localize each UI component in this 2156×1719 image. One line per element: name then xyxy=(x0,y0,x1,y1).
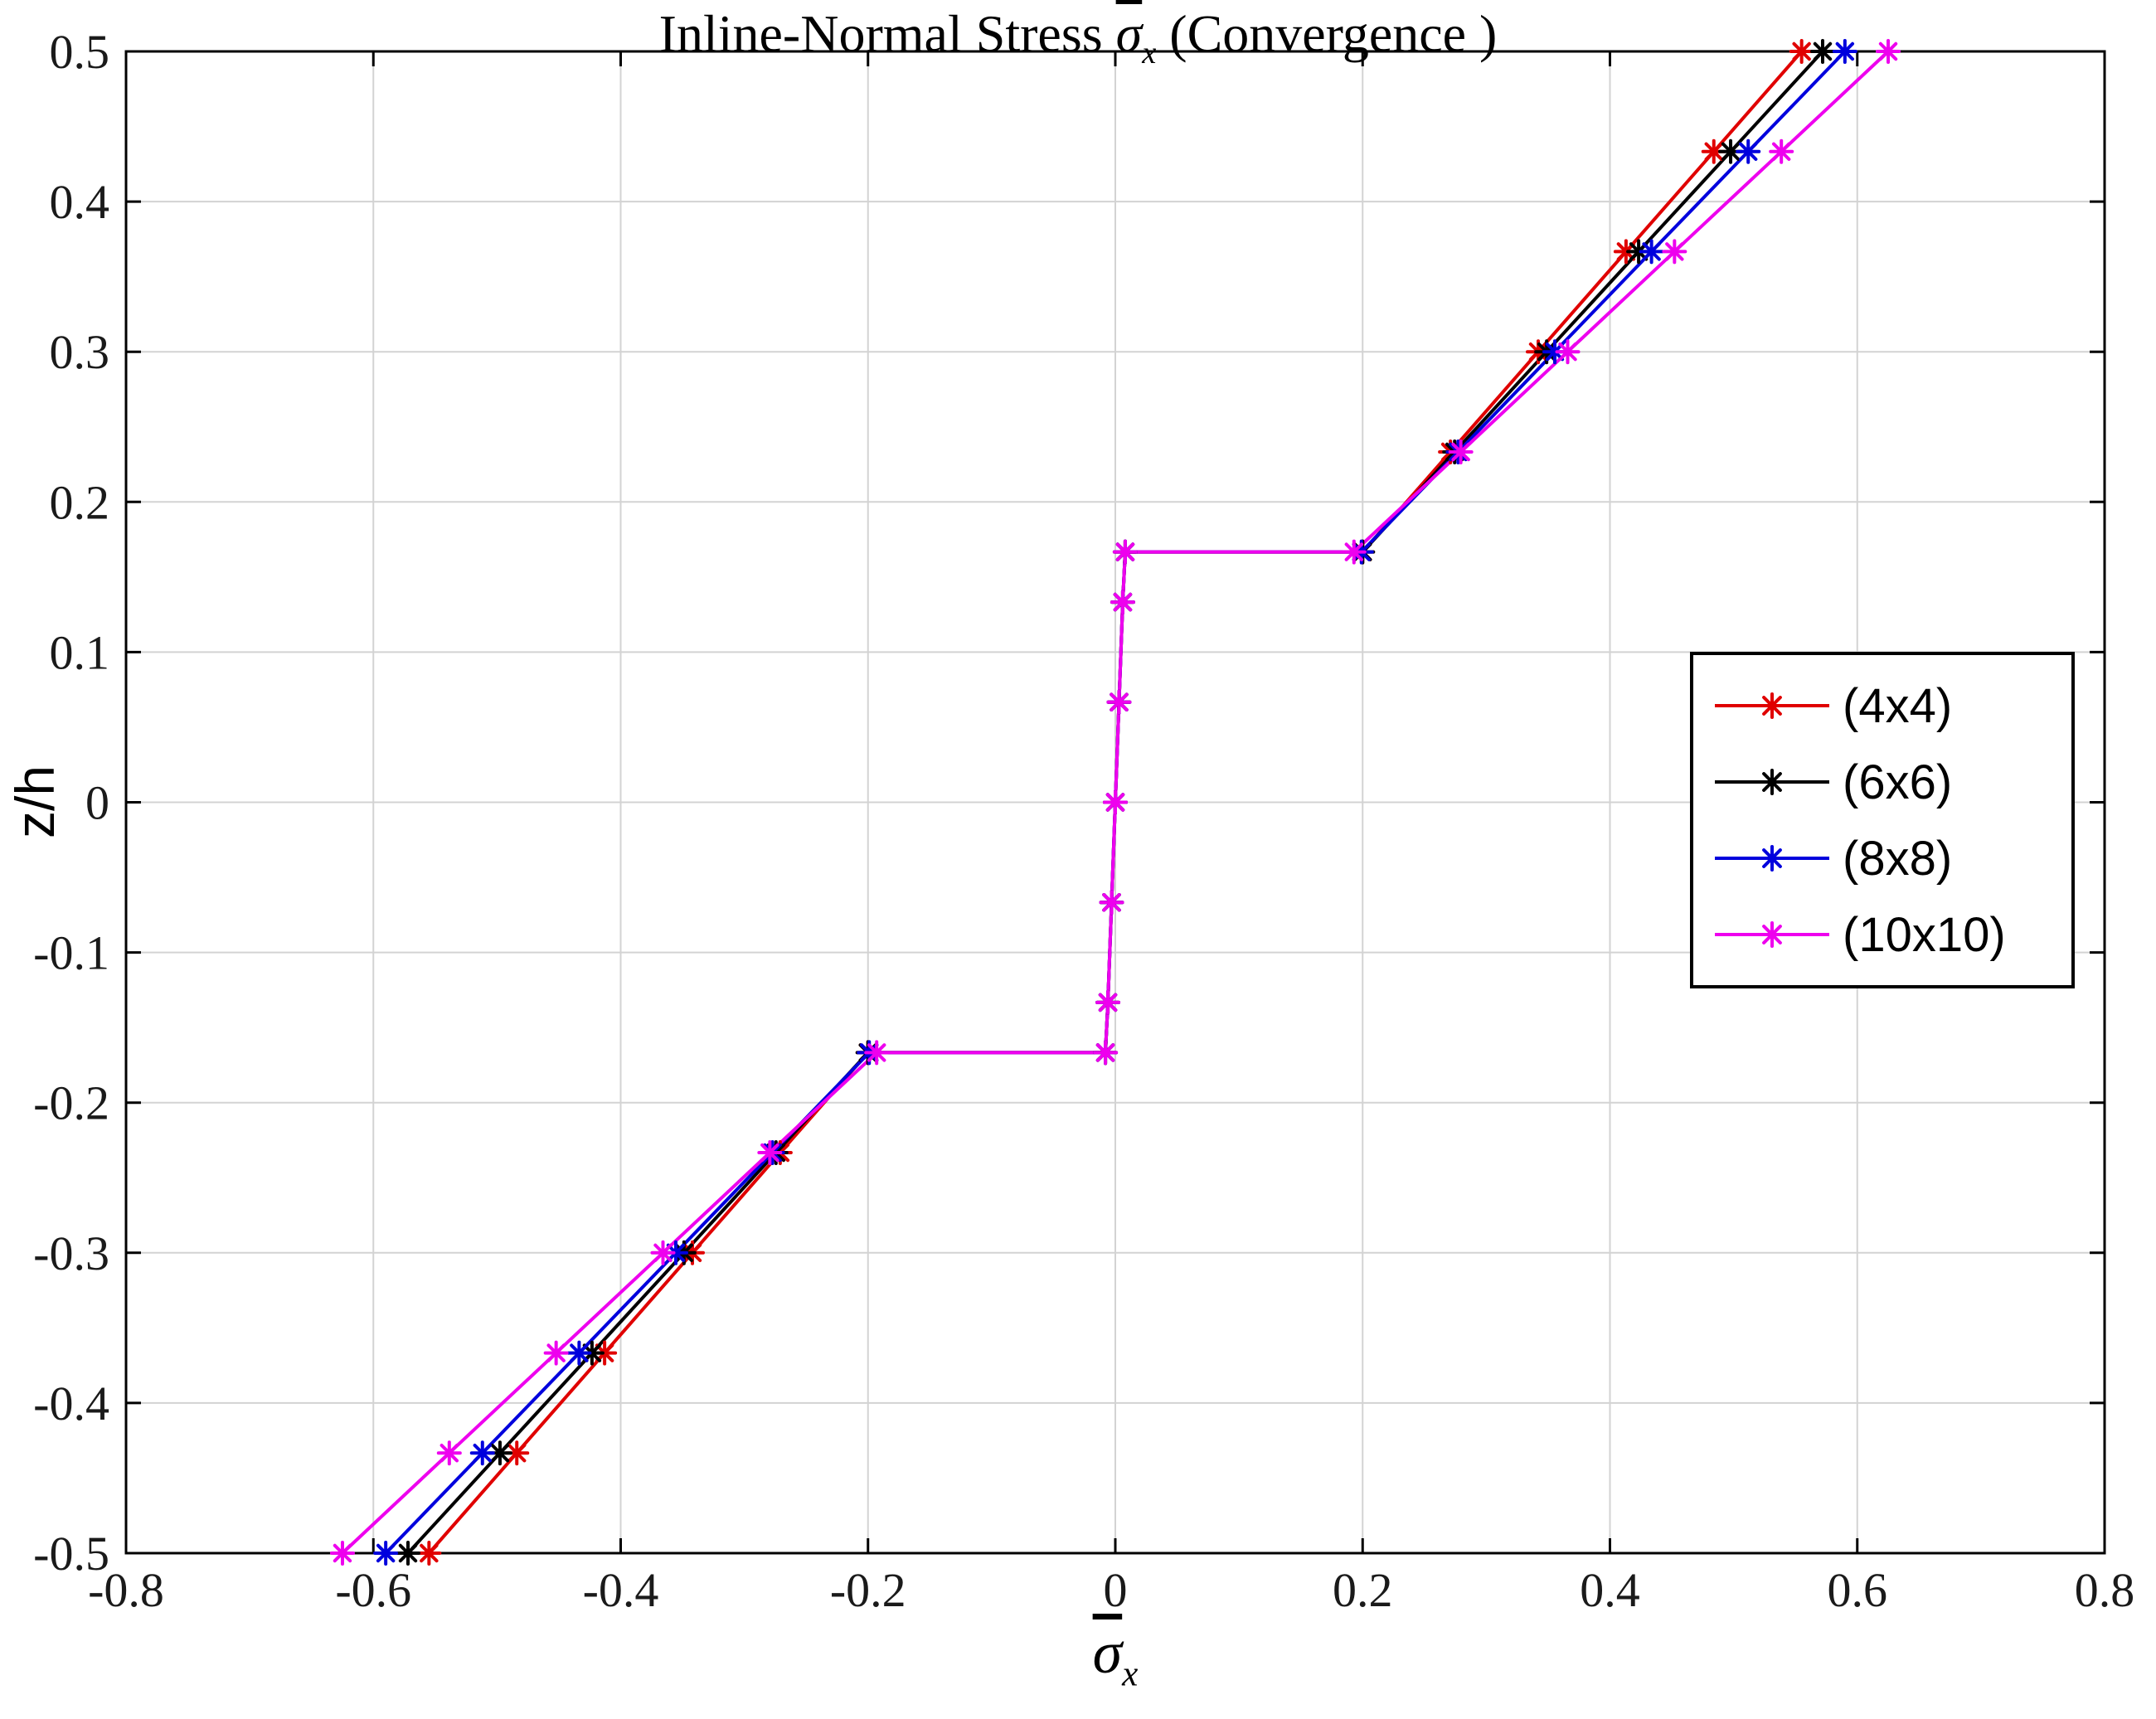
data-marker xyxy=(1792,41,1811,61)
data-marker xyxy=(1558,342,1577,362)
data-marker xyxy=(1105,793,1125,812)
y-axis-label: z/h xyxy=(4,765,66,839)
sigma-subscript: x xyxy=(1142,35,1157,70)
y-tick-label: -0.4 xyxy=(33,1377,109,1430)
data-marker xyxy=(546,1343,566,1362)
x-tick-label: 0.2 xyxy=(1333,1563,1393,1617)
y-tick-label: 0.4 xyxy=(50,175,110,229)
data-marker xyxy=(1878,41,1898,61)
y-tick-label: -0.1 xyxy=(33,926,109,980)
legend-label: (6x6) xyxy=(1843,755,1953,809)
y-tick-label: 0.2 xyxy=(50,475,110,529)
x-axis-label: σx xyxy=(1093,1619,1139,1694)
data-marker xyxy=(1721,142,1741,161)
legend-item-(4x4)[interactable]: (4x4) xyxy=(1710,668,2055,743)
legend-marker-icon xyxy=(1715,845,1829,872)
legend-label: (10x10) xyxy=(1843,907,2006,962)
data-marker xyxy=(666,1243,686,1262)
x-tick-label: 0.4 xyxy=(1580,1563,1640,1617)
legend-marker-icon xyxy=(1715,692,1829,719)
x-tick-label: 0.8 xyxy=(2075,1563,2135,1617)
x-tick-label: 0 xyxy=(1104,1563,1128,1617)
y-tick-label: 0.1 xyxy=(50,625,110,679)
data-marker xyxy=(1102,893,1121,912)
y-tick-label: 0.3 xyxy=(50,325,110,379)
data-marker xyxy=(490,1444,510,1463)
data-marker xyxy=(760,1143,779,1163)
legend-label: (8x8) xyxy=(1843,831,1953,886)
legend-label: (4x4) xyxy=(1843,678,1953,733)
data-marker xyxy=(595,1343,614,1362)
data-marker xyxy=(439,1444,459,1463)
sigma-bar-symbol: σ xyxy=(1115,4,1143,63)
data-marker xyxy=(1739,142,1758,161)
data-marker xyxy=(1629,242,1649,261)
x-tick-label: -0.4 xyxy=(583,1563,659,1617)
chart-title: Inline-Normal Stress σx (Convergence ) xyxy=(0,3,2156,71)
legend-marker-icon xyxy=(1715,769,1829,795)
data-marker xyxy=(420,1543,439,1563)
data-marker xyxy=(1616,242,1636,261)
data-marker xyxy=(1098,993,1118,1012)
data-marker xyxy=(473,1444,492,1463)
y-tick-label: -0.5 xyxy=(33,1527,109,1581)
data-marker xyxy=(1813,41,1833,61)
data-marker xyxy=(1115,542,1135,561)
data-marker xyxy=(653,1243,673,1262)
legend-item-(10x10)[interactable]: (10x10) xyxy=(1710,897,2055,972)
data-marker xyxy=(1771,142,1791,161)
sigma-bar-symbol: σ xyxy=(1092,1619,1123,1686)
data-marker xyxy=(1095,1043,1115,1062)
legend[interactable]: (4x4) (6x6) (8x8) (10x10) xyxy=(1690,652,2075,988)
y-tick-label: -0.2 xyxy=(33,1076,109,1130)
x-tick-label: 0.6 xyxy=(1828,1563,1888,1617)
x-tick-label: -0.6 xyxy=(335,1563,411,1617)
title-text-prefix: Inline-Normal Stress xyxy=(658,4,1116,63)
data-marker xyxy=(570,1343,589,1362)
data-marker xyxy=(333,1543,352,1563)
data-marker xyxy=(582,1343,602,1362)
data-marker xyxy=(1113,592,1133,612)
data-marker xyxy=(1835,41,1855,61)
y-tick-label: -0.3 xyxy=(33,1226,109,1280)
data-marker xyxy=(1344,542,1364,561)
y-tick-label: 0 xyxy=(85,776,109,830)
legend-item-(8x8)[interactable]: (8x8) xyxy=(1710,821,2055,896)
data-marker xyxy=(1704,142,1723,161)
data-marker xyxy=(1545,342,1565,362)
data-marker xyxy=(1110,692,1129,711)
legend-item-(6x6)[interactable]: (6x6) xyxy=(1710,745,2055,819)
data-marker xyxy=(398,1543,418,1563)
data-marker xyxy=(867,1043,886,1062)
data-marker xyxy=(1642,242,1661,261)
y-tick-label: 0.5 xyxy=(50,25,110,79)
data-marker xyxy=(376,1543,396,1563)
data-marker xyxy=(507,1444,527,1463)
title-text-suffix: (Convergence ) xyxy=(1156,4,1498,63)
legend-marker-icon xyxy=(1715,921,1829,948)
data-marker xyxy=(1665,242,1684,261)
sigma-subscript: x xyxy=(1122,1654,1139,1694)
data-marker xyxy=(1451,442,1470,462)
x-tick-label: -0.8 xyxy=(88,1563,164,1617)
x-tick-label: -0.2 xyxy=(830,1563,906,1617)
